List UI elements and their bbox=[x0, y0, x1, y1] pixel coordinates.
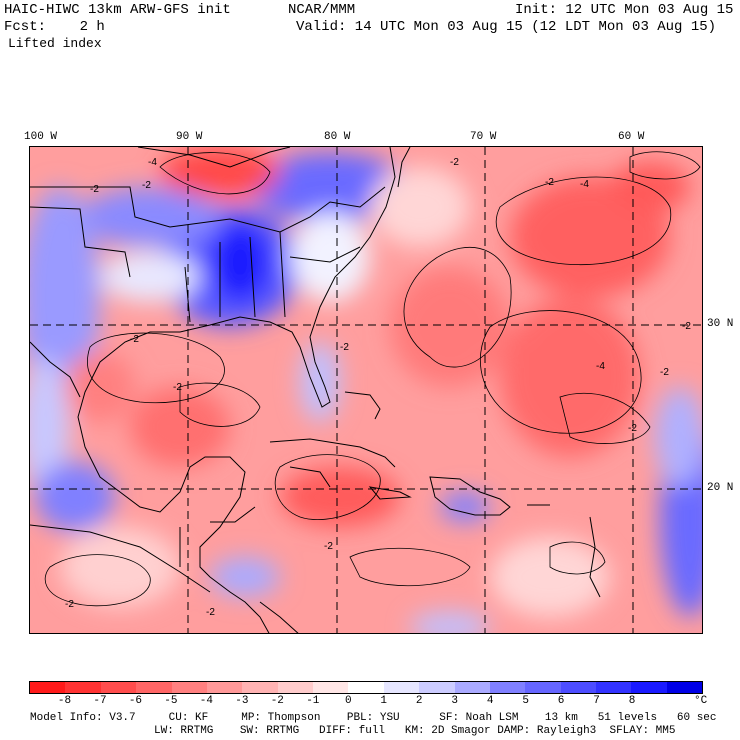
model-title: HAIC-HIWC 13km ARW-GFS init bbox=[4, 2, 231, 18]
colorbar-swatch bbox=[171, 682, 207, 693]
colorbar-tick-label: 3 bbox=[451, 695, 458, 707]
colorbar bbox=[29, 681, 703, 694]
model-info-line2: LW: RRTMG SW: RRTMG DIFF: full KM: 2D Sm… bbox=[154, 725, 676, 737]
colorbar-tick-label: 0 bbox=[344, 695, 352, 707]
model-info-line1: Model Info: V3.7 CU: KF MP: Thompson PBL… bbox=[30, 712, 717, 724]
contour-label: -4 bbox=[580, 179, 589, 190]
lon-label: 80 W bbox=[324, 131, 351, 143]
colorbar-tick-label: -1 bbox=[306, 695, 320, 707]
contour-label: -2 bbox=[628, 423, 637, 434]
contour-label: -2 bbox=[142, 180, 151, 191]
contour-label: -2 bbox=[450, 157, 459, 168]
colorbar-tick-label: 6 bbox=[557, 695, 565, 707]
contour-label: -2 bbox=[545, 177, 554, 188]
colorbar-tick-label: -4 bbox=[199, 695, 213, 707]
colorbar-tick-label: 4 bbox=[486, 695, 494, 707]
contour-label: -2 bbox=[65, 599, 74, 610]
colorbar-unit: °C bbox=[694, 695, 708, 707]
colorbar-swatch bbox=[313, 682, 349, 693]
lat-label: 30 N bbox=[707, 318, 734, 330]
graticule bbox=[30, 147, 702, 633]
colorbar-tick-label: -3 bbox=[235, 695, 249, 707]
lon-label: 70 W bbox=[470, 131, 497, 143]
coastlines bbox=[30, 147, 601, 633]
contour-label: -2 bbox=[206, 607, 215, 618]
colorbar-swatch bbox=[525, 682, 561, 693]
colorbar-swatch bbox=[206, 682, 243, 693]
lat-label: 20 N bbox=[707, 482, 734, 494]
lon-label: 100 W bbox=[24, 131, 58, 143]
colorbar-swatch bbox=[666, 682, 703, 693]
contour-lines bbox=[44, 151, 701, 607]
colorbar-swatch bbox=[560, 682, 596, 693]
colorbar-swatch bbox=[348, 682, 384, 693]
colorbar-swatch bbox=[454, 682, 490, 693]
colorbar-swatch bbox=[242, 682, 278, 693]
colorbar-swatch bbox=[277, 682, 313, 693]
colorbar-tick-label: 8 bbox=[628, 695, 636, 707]
contour-label-group: -4 -2 -2 -2 -2 -2 -4 -2 -2 -2 -4 -2 -2 -… bbox=[65, 157, 691, 618]
contour-label: -2 bbox=[324, 541, 333, 552]
lifted-index-map: -4 -2 -2 -2 -2 -2 -4 -2 -2 -2 -4 -2 -2 -… bbox=[29, 146, 703, 634]
contour-label: -2 bbox=[130, 334, 139, 345]
contour-label: -2 bbox=[682, 321, 691, 332]
colorbar-swatch bbox=[596, 682, 632, 693]
contour-label: -4 bbox=[148, 157, 157, 168]
contour-label: -2 bbox=[660, 367, 669, 378]
colorbar-tick-label: 7 bbox=[593, 695, 600, 707]
colorbar-swatch bbox=[489, 682, 526, 693]
colorbar-swatch bbox=[631, 682, 667, 693]
contour-label: -2 bbox=[90, 184, 99, 195]
colorbar-swatch bbox=[30, 682, 66, 693]
colorbar-swatch bbox=[65, 682, 101, 693]
contour-label: -4 bbox=[596, 361, 605, 372]
colorbar-tick-label: -2 bbox=[270, 695, 284, 707]
forecast-hour: Fcst: 2 h bbox=[4, 19, 105, 35]
colorbar-swatch bbox=[383, 682, 420, 693]
colorbar-swatch bbox=[100, 682, 137, 693]
colorbar-tick-label: 5 bbox=[522, 695, 529, 707]
contour-label: -2 bbox=[340, 342, 349, 353]
init-time: Init: 12 UTC Mon 03 Aug 15 bbox=[515, 2, 734, 18]
colorbar-tick-label: -8 bbox=[57, 695, 72, 707]
lon-label: 60 W bbox=[618, 131, 645, 143]
contour-label: -2 bbox=[173, 382, 182, 393]
map-graphic: -4 -2 -2 -2 -2 -2 -4 -2 -2 -2 -4 -2 -2 -… bbox=[30, 147, 702, 633]
colorbar-swatch bbox=[136, 682, 172, 693]
colorbar-tick-label: -5 bbox=[164, 695, 178, 707]
colorbar-tick-label: -6 bbox=[128, 695, 143, 707]
field-name: Lifted index bbox=[8, 36, 102, 51]
colorbar-tick-label: 2 bbox=[415, 695, 423, 707]
colorbar-tick-label: 1 bbox=[380, 695, 388, 707]
valid-time: Valid: 14 UTC Mon 03 Aug 15 (12 LDT Mon … bbox=[296, 19, 717, 35]
lon-label: 90 W bbox=[176, 131, 203, 143]
organization: NCAR/MMM bbox=[288, 2, 356, 18]
colorbar-tick-label: -7 bbox=[93, 695, 107, 707]
colorbar-swatch bbox=[419, 682, 455, 693]
